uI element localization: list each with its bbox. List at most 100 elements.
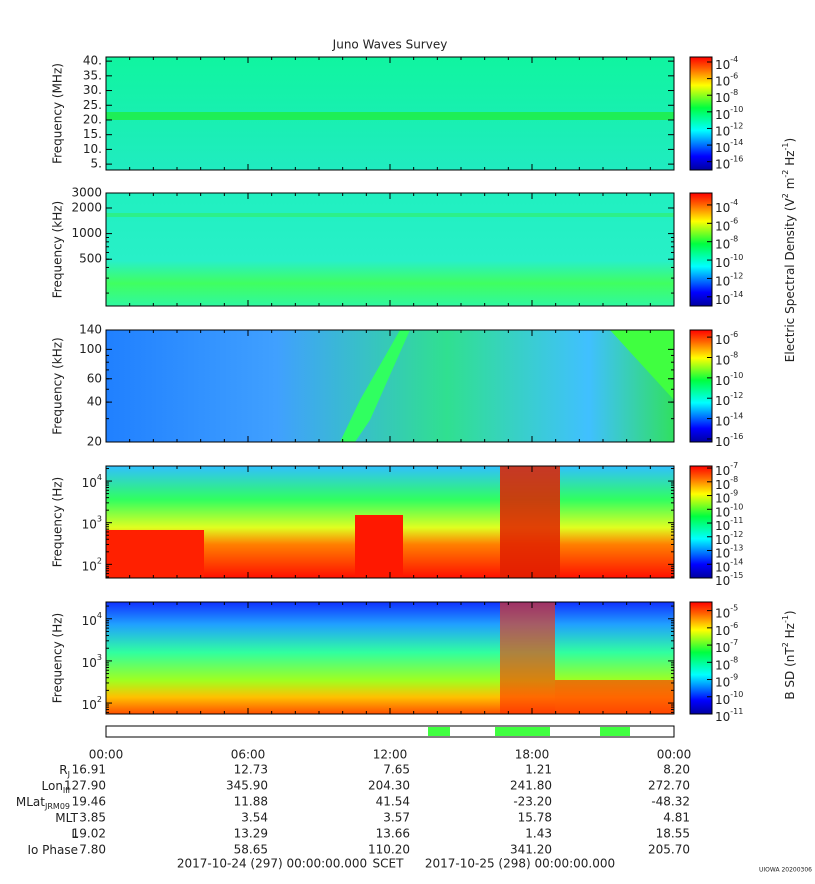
colorbar-label: 10-10 — [715, 689, 743, 706]
tick-base: 10 — [82, 613, 97, 627]
footer-end: 2017-10-25 (298) 00:00:00.000 — [425, 857, 615, 871]
ephemeris-value: 8.20 — [663, 763, 690, 777]
cb-exp: -12 — [730, 529, 743, 538]
colorbar-label: 10-8 — [715, 474, 738, 491]
x-tick-label: 12:00 — [373, 748, 408, 762]
ephemeris-value: 15.78 — [518, 811, 552, 825]
y-tick-label: 40. — [83, 54, 102, 68]
cb-exp: -6 — [730, 620, 738, 629]
y-axis-label: Frequency (MHz) — [51, 63, 65, 164]
colorbar-label: 10-7 — [715, 638, 738, 655]
label: MLT — [55, 811, 78, 825]
ephemeris-value: 1.43 — [525, 827, 552, 841]
ephemeris-value: 19.46 — [72, 795, 106, 809]
colorbar-label: 10-4 — [715, 54, 738, 71]
colorbar-label: 10-10 — [715, 253, 743, 270]
cb-exp: -10 — [730, 253, 743, 262]
y-axis-label: Frequency (Hz) — [51, 477, 65, 568]
cb-base: 10 — [715, 107, 730, 121]
colorbar-label: 10-7 — [715, 461, 738, 478]
colorbar-label: 10-6 — [715, 71, 738, 88]
label: R — [59, 763, 67, 777]
cb-base: 10 — [715, 157, 730, 171]
label: Lon — [42, 779, 63, 793]
tick-base: 10 — [82, 559, 97, 573]
cb-base: 10 — [715, 658, 730, 672]
cb-base: 10 — [715, 237, 730, 251]
cb-base: 10 — [715, 641, 730, 655]
cb-exp: -8 — [730, 88, 738, 97]
y-tick-label: 15. — [83, 127, 102, 141]
ephemeris-value: 205.70 — [648, 843, 690, 857]
x-tick-label: 06:00 — [231, 748, 266, 762]
ephemeris-value: 345.90 — [226, 779, 268, 793]
cb-base: 10 — [715, 560, 730, 574]
y-tick-label: 5. — [91, 157, 102, 171]
y-tick-label: 20 — [87, 435, 102, 449]
tick-exp: 3 — [97, 514, 102, 523]
label: MLat — [16, 795, 45, 809]
colorbar — [689, 465, 713, 579]
colorbar-label: 10-11 — [715, 516, 743, 533]
y-tick-label: 30. — [83, 83, 102, 97]
colorbar-label: 10-10 — [715, 104, 743, 121]
cb-base: 10 — [715, 74, 730, 88]
ephemeris-value: 19.02 — [72, 827, 106, 841]
cb-base: 10 — [715, 200, 730, 214]
title: Juno Waves Survey — [332, 38, 448, 52]
y-tick-label: 102 — [82, 695, 102, 712]
sup: -2 — [781, 170, 790, 178]
cb-exp: -8 — [730, 655, 738, 664]
cb-exp: -6 — [730, 71, 738, 80]
cb-exp: -8 — [730, 474, 738, 483]
label: L — [71, 827, 78, 841]
colorbar-label: 10-12 — [715, 529, 743, 546]
cb-exp: -11 — [730, 707, 743, 716]
y-tick-label: 10. — [83, 142, 102, 156]
ephemeris-value: 241.80 — [510, 779, 552, 793]
colorbar-label: 10-8 — [715, 350, 738, 367]
y-tick-label: 104 — [82, 473, 102, 490]
y-tick-label: 3000 — [71, 186, 102, 200]
ephemeris-value: 7.65 — [383, 763, 410, 777]
spectrogram-layers — [105, 57, 675, 738]
ephemeris-value: 4.81 — [663, 811, 690, 825]
colorbar-label: 10-12 — [715, 391, 743, 408]
cb-base: 10 — [715, 57, 730, 71]
cb-base: 10 — [715, 373, 730, 387]
ephemeris-label: Io Phase — [27, 843, 78, 857]
colorbar-label: 10-6 — [715, 330, 738, 347]
ephemeris-value: 12.73 — [234, 763, 268, 777]
ephemeris-value: 16.91 — [72, 763, 106, 777]
tick-exp: 4 — [97, 610, 102, 619]
y-tick-label: 20. — [83, 112, 102, 126]
colorbar-label: 10-11 — [715, 707, 743, 724]
colorbar-label: 10-6 — [715, 216, 738, 233]
cb-base: 10 — [715, 505, 730, 519]
ephemeris-value: -23.20 — [513, 795, 552, 809]
ephemeris-value: 11.88 — [234, 795, 268, 809]
cb-exp: -14 — [730, 289, 743, 298]
cb-base: 10 — [715, 477, 730, 491]
y-tick-label: 35. — [83, 68, 102, 82]
cb-base: 10 — [715, 219, 730, 233]
cb-exp: -10 — [730, 689, 743, 698]
ephemeris-value: 204.30 — [368, 779, 410, 793]
ephemeris-value: 41.54 — [376, 795, 410, 809]
colorbar-title: Electric Spectral Density (V2 m-2 Hz-1) — [781, 138, 797, 362]
y-tick-label: 60 — [87, 371, 102, 385]
sup: -1 — [781, 615, 790, 623]
colorbar-label: 10-13 — [715, 543, 743, 560]
ephemeris-label: MLT — [55, 811, 78, 825]
sup: -1 — [781, 143, 790, 151]
cb-exp: -6 — [730, 216, 738, 225]
cb-base: 10 — [715, 710, 730, 724]
seg: ) — [783, 138, 797, 143]
colorbar-label: 10-14 — [715, 411, 743, 428]
cb-base: 10 — [715, 394, 730, 408]
colorbar-label: 10-9 — [715, 672, 738, 689]
cb-base: 10 — [715, 519, 730, 533]
cb-exp: -14 — [730, 411, 743, 420]
cb-exp: -10 — [730, 502, 743, 511]
y-tick-label: 25. — [83, 98, 102, 112]
